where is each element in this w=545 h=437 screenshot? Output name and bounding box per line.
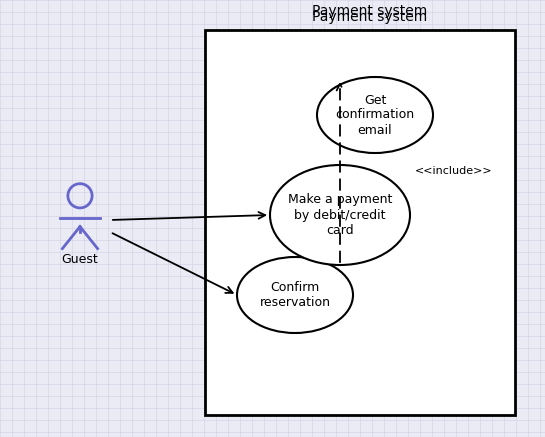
Text: <<include>>: <<include>>: [415, 166, 493, 176]
Text: Confirm
reservation: Confirm reservation: [259, 281, 330, 309]
Ellipse shape: [317, 77, 433, 153]
Bar: [205, 30, 515, 415]
Ellipse shape: [270, 165, 410, 265]
Ellipse shape: [237, 257, 353, 333]
Text: Payment system: Payment system: [312, 10, 428, 24]
Text: Guest: Guest: [62, 253, 99, 266]
Text: Make a payment
by debit/credit
card: Make a payment by debit/credit card: [288, 194, 392, 236]
Text: Payment system: Payment system: [312, 4, 428, 18]
Text: Get
confirmation
email: Get confirmation email: [335, 94, 415, 136]
